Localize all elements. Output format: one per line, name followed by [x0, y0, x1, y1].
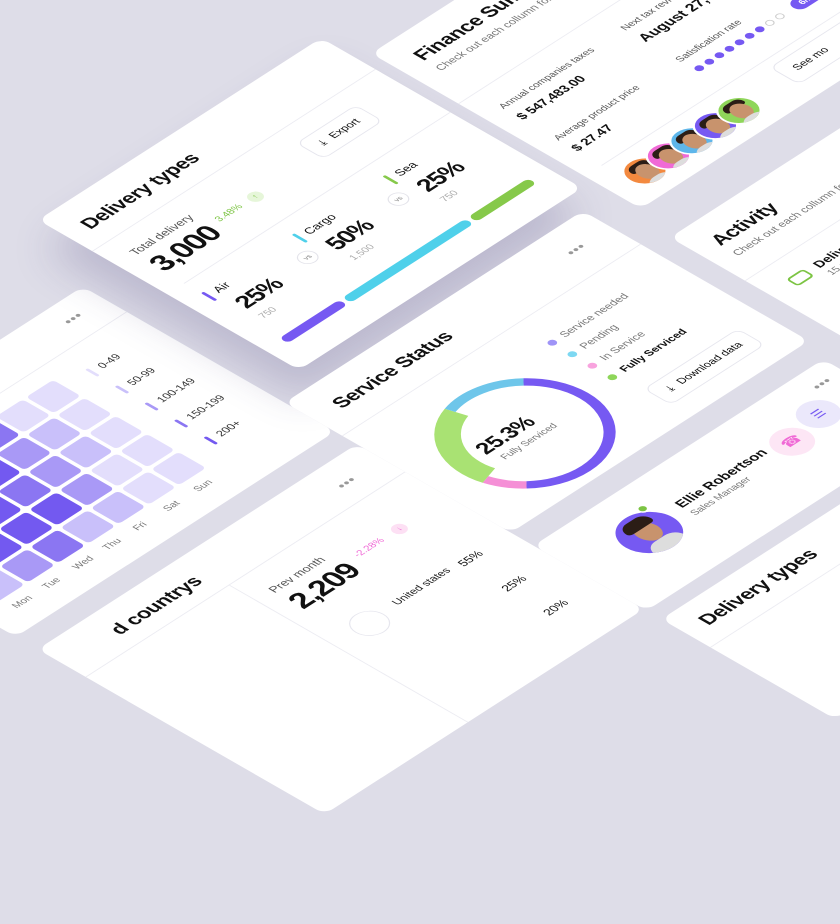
rating-dot [742, 31, 757, 40]
service-status-card: Service Status ••• 25.3% Fully Serviced … [284, 210, 809, 533]
day-label: Wed [70, 554, 97, 572]
vs-separator: vs [292, 248, 324, 267]
legend-item: 100-149 [144, 376, 199, 411]
legend-label: 0-49 [95, 352, 125, 371]
more-menu-icon[interactable]: ••• [561, 240, 591, 258]
prev-month-value: 2,209 [280, 558, 369, 614]
day-label: Mon [9, 594, 36, 611]
segment-name: Air [209, 279, 234, 295]
legend-dot [605, 373, 620, 382]
day-label: Fri [130, 520, 151, 533]
arrow-up-icon: ↑ [243, 189, 268, 204]
country-pct: 55% [454, 548, 487, 569]
legend-item: 0-49 [85, 352, 125, 377]
chat-icon: ☰ [806, 406, 830, 421]
rating-dot [692, 64, 707, 73]
delivery-segments: Air 25% 750 vs Cargo 50% 1,500 vs Sea 25% 750 [38, 38, 471, 320]
divider [91, 69, 376, 252]
more-menu-icon[interactable]: ••• [231, 38, 260, 40]
satisfaction-badge: 6/10 [786, 0, 829, 12]
more-menu-icon[interactable]: ••• [58, 309, 88, 327]
dashboard-plane: ••• 0-49 50-99 100-149 150-199 200+ Mon Tue We… [0, 0, 840, 815]
donut-segment [444, 378, 524, 413]
export-button[interactable]: ⤓ Export [295, 105, 384, 160]
segment-name: Sea [390, 159, 421, 179]
export-label: Export [326, 117, 364, 141]
download-data-label: Download data [673, 340, 747, 387]
legend-label: 50-99 [124, 366, 159, 388]
rating-dot [752, 25, 767, 34]
country-flag-icon [340, 605, 399, 641]
total-delivery-value: 3,000 [141, 221, 230, 276]
legend-swatch [114, 385, 130, 394]
segment-pct: 25% [409, 157, 472, 196]
day-label: Tue [39, 576, 64, 591]
legend-dot [545, 338, 560, 347]
legend-swatch [85, 368, 100, 377]
rating-dot [722, 44, 737, 53]
more-menu-icon[interactable]: ••• [807, 374, 837, 393]
legend-label: 200+ [213, 418, 245, 439]
legend-swatch [203, 436, 219, 445]
service-donut-chart [434, 378, 616, 489]
divider [229, 584, 474, 726]
rating-dot [732, 38, 747, 47]
segment-pct: 25% [228, 274, 290, 313]
legend-swatch [144, 402, 159, 411]
download-icon: ⤓ [662, 384, 678, 393]
rating-dot [762, 18, 777, 27]
donut-segment [482, 476, 527, 489]
legend-dot [585, 361, 600, 370]
country-name: United states [389, 566, 454, 607]
segment-color-bar [382, 174, 399, 185]
legend-label: 150-199 [183, 393, 229, 422]
rating-dot [773, 12, 787, 21]
legend-label: 100-149 [154, 376, 199, 405]
avatar [601, 503, 698, 562]
legend-item: 50-99 [114, 366, 160, 394]
legend-item: 150-199 [173, 393, 229, 428]
prev-month-change: -2.28% [351, 536, 388, 559]
segment-color-bar [291, 233, 309, 243]
day-label: Sat [160, 499, 184, 513]
more-menu-icon[interactable]: ••• [332, 473, 362, 492]
see-more-label: See mo [789, 45, 833, 73]
day-label: Sun [191, 478, 216, 494]
phone-icon: ☎ [776, 432, 807, 451]
arrow-down-icon: ↓ [387, 521, 412, 537]
progress-segment [279, 299, 348, 344]
total-delivery-change: 3.48% [212, 202, 246, 224]
donut-segment [523, 378, 616, 489]
rating-dot [702, 57, 717, 66]
day-label: Thu [100, 537, 125, 552]
download-icon: ⤓ [315, 138, 330, 147]
vs-separator: vs [383, 189, 414, 209]
see-more-button[interactable]: See mo [769, 8, 840, 85]
progress-segment [468, 178, 537, 222]
country-pct: 25% [497, 573, 531, 594]
segment-color-bar [200, 291, 218, 302]
delivery-progress-bar [38, 38, 537, 344]
truck-icon [785, 268, 815, 287]
donut-segment [434, 408, 496, 483]
countries-title: d countrys [105, 573, 208, 638]
legend-swatch [173, 419, 189, 428]
legend-dot [565, 350, 580, 359]
legend-item: 200+ [203, 418, 245, 445]
country-pct: 20% [539, 597, 572, 618]
rating-dot [712, 51, 727, 60]
